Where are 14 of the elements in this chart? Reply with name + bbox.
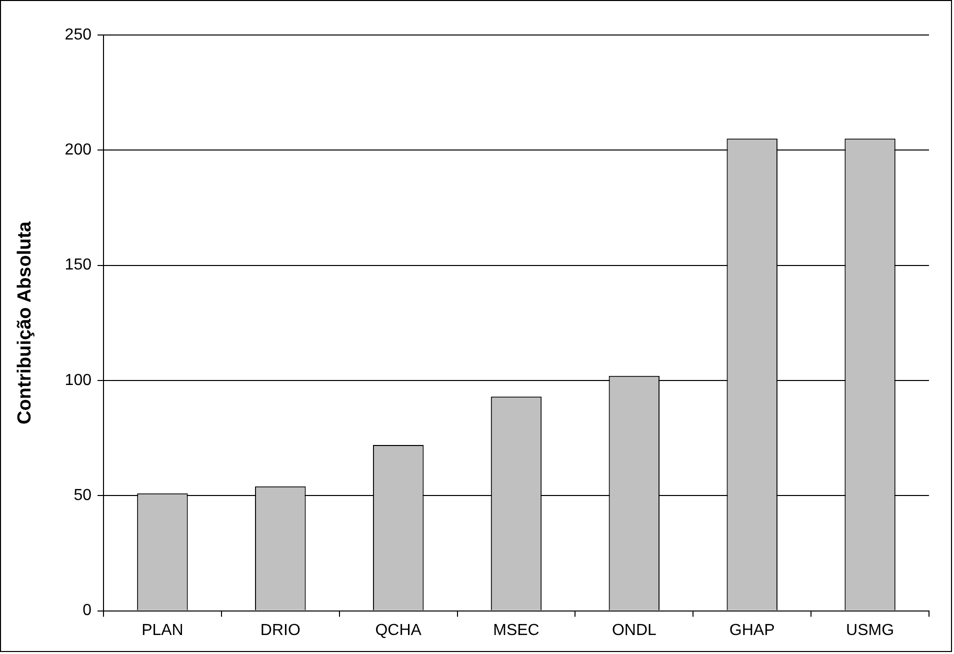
y-tick-label: 150 <box>64 256 92 274</box>
y-tick-label: 100 <box>64 372 92 389</box>
x-tick-label: MSEC <box>493 622 540 639</box>
y-tick-label: 250 <box>64 26 92 44</box>
x-tick-label: ONDL <box>612 622 657 639</box>
y-axis-title: Contribuição Absoluta <box>14 220 36 424</box>
y-tick-label: 50 <box>74 487 92 504</box>
x-tick-label: QCHA <box>375 622 422 639</box>
x-tick-label: PLAN <box>142 622 184 639</box>
y-tick-label: 200 <box>64 142 92 159</box>
x-tick-label: USMG <box>846 622 894 639</box>
x-tick-label: GHAP <box>729 622 775 639</box>
y-tick-label: 0 <box>82 602 92 620</box>
x-tick-label: DRIO <box>260 622 300 639</box>
